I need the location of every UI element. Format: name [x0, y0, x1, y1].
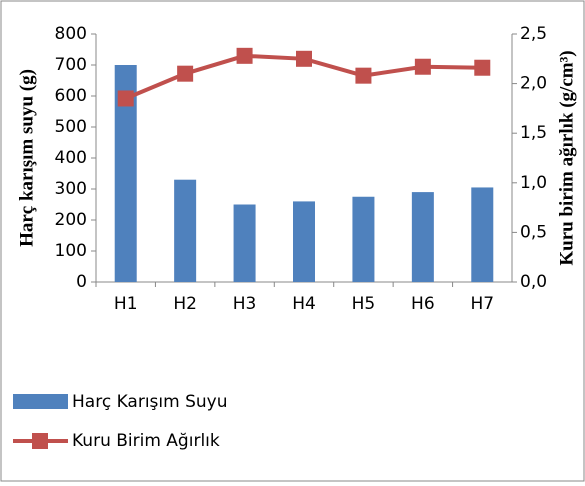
legend-swatch	[13, 394, 68, 409]
line-marker	[177, 65, 194, 82]
x-tick-label: H2	[173, 294, 197, 314]
y-tick-label: 400	[55, 148, 87, 168]
legend-swatch	[32, 433, 48, 449]
x-tick-label: H1	[114, 294, 138, 314]
x-tick-label: H7	[470, 294, 494, 314]
y2-tick-label: 1,5	[520, 123, 547, 143]
y2-tick-label: 0,5	[520, 222, 547, 242]
x-tick-label: H6	[411, 294, 435, 314]
x-tick-label: H3	[233, 294, 257, 314]
y-tick-label: 100	[55, 241, 87, 261]
x-tick-label: H4	[292, 294, 316, 314]
bar	[114, 65, 137, 282]
y2-tick-label: 1,0	[520, 173, 547, 193]
y-tick-label: 300	[55, 179, 87, 199]
y2-tick-label: 0,0	[520, 272, 547, 292]
line-marker	[296, 50, 312, 67]
line-marker	[355, 67, 372, 84]
line-marker	[474, 59, 491, 76]
x-tick-label: H5	[352, 294, 376, 314]
y-tick-label: 800	[55, 24, 87, 44]
bar	[174, 179, 197, 282]
y-tick-label: 500	[55, 117, 87, 137]
bar	[411, 192, 434, 282]
y-tick-label: 700	[55, 55, 87, 75]
y-tick-label: 0	[76, 272, 87, 292]
line-marker	[117, 90, 134, 107]
bar	[471, 187, 494, 282]
y-axis-title: Harç karışım suyu (g)	[16, 69, 37, 247]
legend-label: Kuru Birim Ağırlık	[72, 431, 220, 451]
line-marker	[236, 47, 253, 64]
line-marker	[414, 58, 431, 75]
bar	[293, 201, 315, 282]
bar	[233, 204, 256, 282]
legend-label: Harç Karışım Suyu	[72, 392, 228, 412]
y-tick-label: 600	[55, 86, 87, 106]
y-tick-label: 200	[55, 210, 87, 230]
bar	[352, 196, 375, 282]
y2-tick-label: 2,0	[520, 74, 547, 94]
y2-axis-title: Kuru birim ağırlık (g/cm³)	[556, 50, 577, 265]
y2-tick-label: 2,5	[520, 24, 547, 44]
